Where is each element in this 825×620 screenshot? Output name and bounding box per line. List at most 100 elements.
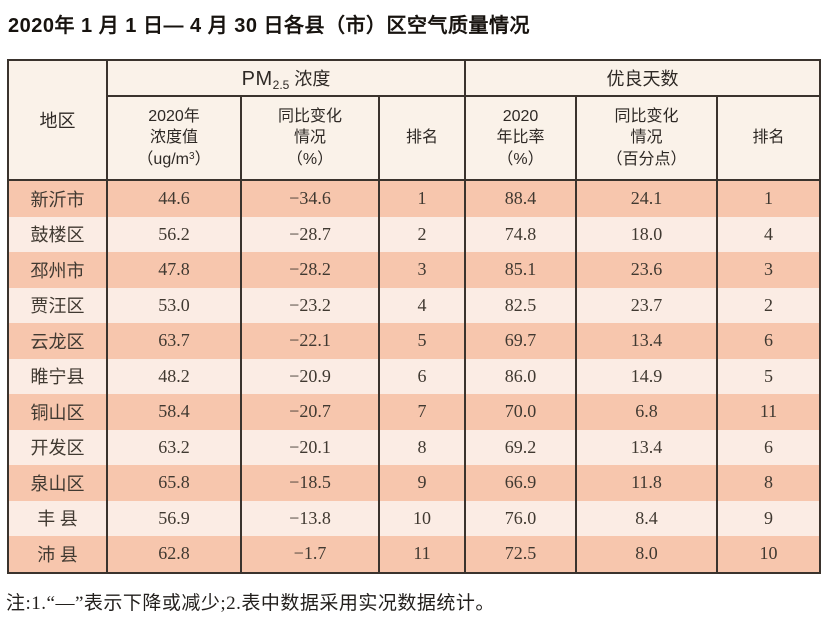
good-rate-cell: 69.2 bbox=[464, 429, 577, 465]
good-rank-cell: 4 bbox=[715, 216, 822, 252]
pm25-rank-cell: 8 bbox=[378, 429, 466, 465]
pm25-rank-cell: 1 bbox=[378, 180, 466, 217]
pm25-label-subscript: 2.5 bbox=[272, 77, 290, 92]
pm25-rank-cell: 6 bbox=[378, 358, 466, 394]
good-rank-cell: 11 bbox=[715, 394, 822, 430]
pm25-value-cell: 65.8 bbox=[106, 465, 242, 501]
region-cell: 云龙区 bbox=[7, 323, 108, 359]
good-rank-cell: 10 bbox=[715, 536, 822, 573]
table-row: 丰 县 56.9 −13.8 10 76.0 8.4 9 bbox=[7, 500, 822, 536]
pm25-change-cell: −1.7 bbox=[240, 536, 380, 573]
table-row: 邳州市 47.8 −28.2 3 85.1 23.6 3 bbox=[7, 252, 822, 288]
header-line: 浓度值 bbox=[149, 129, 198, 147]
header-line: （%） bbox=[497, 150, 544, 168]
pm25-change-cell: −34.6 bbox=[240, 180, 380, 217]
good-change-cell: 13.4 bbox=[575, 429, 718, 465]
group-header-row: 地区 PM2.5 浓度 优良天数 bbox=[7, 60, 822, 181]
pm25-value-cell: 56.2 bbox=[106, 216, 242, 252]
page-title: 2020年 1 月 1 日— 4 月 30 日各县（市）区空气质量情况 bbox=[8, 15, 531, 37]
header-line: 情况 bbox=[630, 129, 663, 147]
table-row: 贾汪区 53.0 −23.2 4 82.5 23.7 2 bbox=[7, 287, 822, 323]
header-line: 同比变化 bbox=[614, 108, 679, 126]
good-rate-cell: 82.5 bbox=[464, 287, 577, 323]
pm25-value-cell: 56.9 bbox=[106, 500, 242, 536]
header-line: 2020年 bbox=[148, 108, 200, 126]
good-rank-cell: 1 bbox=[715, 180, 822, 217]
region-cell: 丰 县 bbox=[7, 500, 108, 536]
pm25-change-cell: −28.2 bbox=[240, 252, 380, 288]
good-rate-cell: 88.4 bbox=[464, 180, 577, 217]
good-change-cell: 23.6 bbox=[575, 252, 718, 288]
sub-header-row: 2020年 浓度值 （ug/m3） 同比变化 情况 （%） 排名 2020 年比… bbox=[8, 96, 822, 181]
good-rate-column-header: 2020 年比率 （%） bbox=[464, 96, 577, 181]
good-rate-cell: 72.5 bbox=[464, 536, 577, 573]
pm25-change-cell: −23.2 bbox=[240, 287, 380, 323]
pm25-value-cell: 58.4 bbox=[106, 394, 242, 430]
header-line: （百分点） bbox=[606, 150, 687, 168]
pm25-change-cell: −13.8 bbox=[240, 500, 380, 536]
pm25-rank-cell: 5 bbox=[378, 323, 466, 359]
header-line: 同比变化 bbox=[277, 108, 342, 126]
pm25-change-cell: −20.1 bbox=[240, 429, 380, 465]
pm25-value-cell: 47.8 bbox=[106, 252, 242, 288]
good-change-cell: 6.8 bbox=[575, 394, 718, 430]
pm25-rank-cell: 10 bbox=[378, 500, 466, 536]
pm25-change-cell: −28.7 bbox=[240, 216, 380, 252]
good-rank-column-header: 排名 bbox=[715, 96, 822, 181]
region-cell: 邳州市 bbox=[7, 252, 108, 288]
good-rate-cell: 74.8 bbox=[464, 216, 577, 252]
table-header: 地区 PM2.5 浓度 优良天数 2020年 浓度值 （ug/m3） 同比变化 … bbox=[7, 60, 822, 181]
pm25-value-cell: 48.2 bbox=[106, 358, 242, 394]
pm25-value-cell: 63.7 bbox=[106, 323, 242, 359]
pm25-change-cell: −18.5 bbox=[240, 465, 380, 501]
good-change-cell: 23.7 bbox=[575, 287, 718, 323]
pm25-change-cell: −20.9 bbox=[240, 358, 380, 394]
pm25-value-cell: 53.0 bbox=[106, 287, 242, 323]
pm25-label-prefix: PM bbox=[241, 67, 273, 90]
region-cell: 鼓楼区 bbox=[7, 216, 108, 252]
table-row: 新沂市 44.6 −34.6 1 88.4 24.1 1 bbox=[7, 180, 822, 217]
good-change-column-header: 同比变化 情况 （百分点） bbox=[575, 96, 718, 181]
good-rate-cell: 66.9 bbox=[464, 465, 577, 501]
pm25-value-column-header: 2020年 浓度值 （ug/m3） bbox=[106, 96, 242, 181]
table-row: 云龙区 63.7 −22.1 5 69.7 13.4 6 bbox=[7, 323, 822, 359]
unit-text: （ug/m bbox=[137, 150, 189, 168]
region-cell: 开发区 bbox=[7, 429, 108, 465]
pm25-change-cell: −20.7 bbox=[240, 394, 380, 430]
pm25-value-cell: 44.6 bbox=[106, 180, 242, 217]
good-rate-cell: 69.7 bbox=[464, 323, 577, 359]
pm25-rank-cell: 11 bbox=[378, 536, 466, 573]
pm25-rank-cell: 4 bbox=[378, 287, 466, 323]
good-rate-cell: 85.1 bbox=[464, 252, 577, 288]
unit-superscript: 3 bbox=[189, 150, 195, 162]
good-rate-cell: 76.0 bbox=[464, 500, 577, 536]
good-change-cell: 14.9 bbox=[575, 358, 718, 394]
air-quality-table: 地区 PM2.5 浓度 优良天数 2020年 浓度值 （ug/m3） 同比变化 … bbox=[7, 59, 822, 574]
good-rank-cell: 3 bbox=[715, 252, 822, 288]
pm25-rank-column-header: 排名 bbox=[378, 96, 466, 181]
header-line: （%） bbox=[286, 150, 334, 168]
good-change-cell: 13.4 bbox=[575, 323, 718, 359]
region-column-header: 地区 bbox=[7, 60, 108, 181]
good-rank-cell: 6 bbox=[715, 323, 822, 359]
good-rate-cell: 86.0 bbox=[464, 358, 577, 394]
region-cell: 新沂市 bbox=[7, 180, 108, 217]
good-change-cell: 24.1 bbox=[575, 180, 718, 217]
table-body: 新沂市 44.6 −34.6 1 88.4 24.1 1 鼓楼区 56.2 −2… bbox=[7, 180, 822, 573]
header-line: 年比率 bbox=[496, 129, 545, 147]
table-row: 沛 县 62.8 −1.7 11 72.5 8.0 10 bbox=[7, 536, 822, 573]
pm25-group-header: PM2.5 浓度 bbox=[106, 60, 466, 97]
table-row: 铜山区 58.4 −20.7 7 70.0 6.8 11 bbox=[7, 394, 822, 430]
good-days-group-header: 优良天数 bbox=[463, 60, 822, 97]
pm25-rank-cell: 2 bbox=[378, 216, 466, 252]
good-rank-cell: 9 bbox=[715, 500, 822, 536]
table-row: 开发区 63.2 −20.1 8 69.2 13.4 6 bbox=[7, 429, 822, 465]
region-cell: 沛 县 bbox=[7, 536, 108, 573]
pm25-rank-cell: 7 bbox=[378, 394, 466, 430]
header-line: （ug/m3） bbox=[109, 149, 239, 170]
good-change-cell: 11.8 bbox=[575, 465, 718, 501]
footnote: 注:1.“—”表示下降或减少;2.表中数据采用实况数据统计。 bbox=[6, 593, 495, 614]
good-rank-cell: 6 bbox=[715, 429, 822, 465]
region-cell: 铜山区 bbox=[7, 394, 108, 430]
pm25-change-cell: −22.1 bbox=[240, 323, 380, 359]
